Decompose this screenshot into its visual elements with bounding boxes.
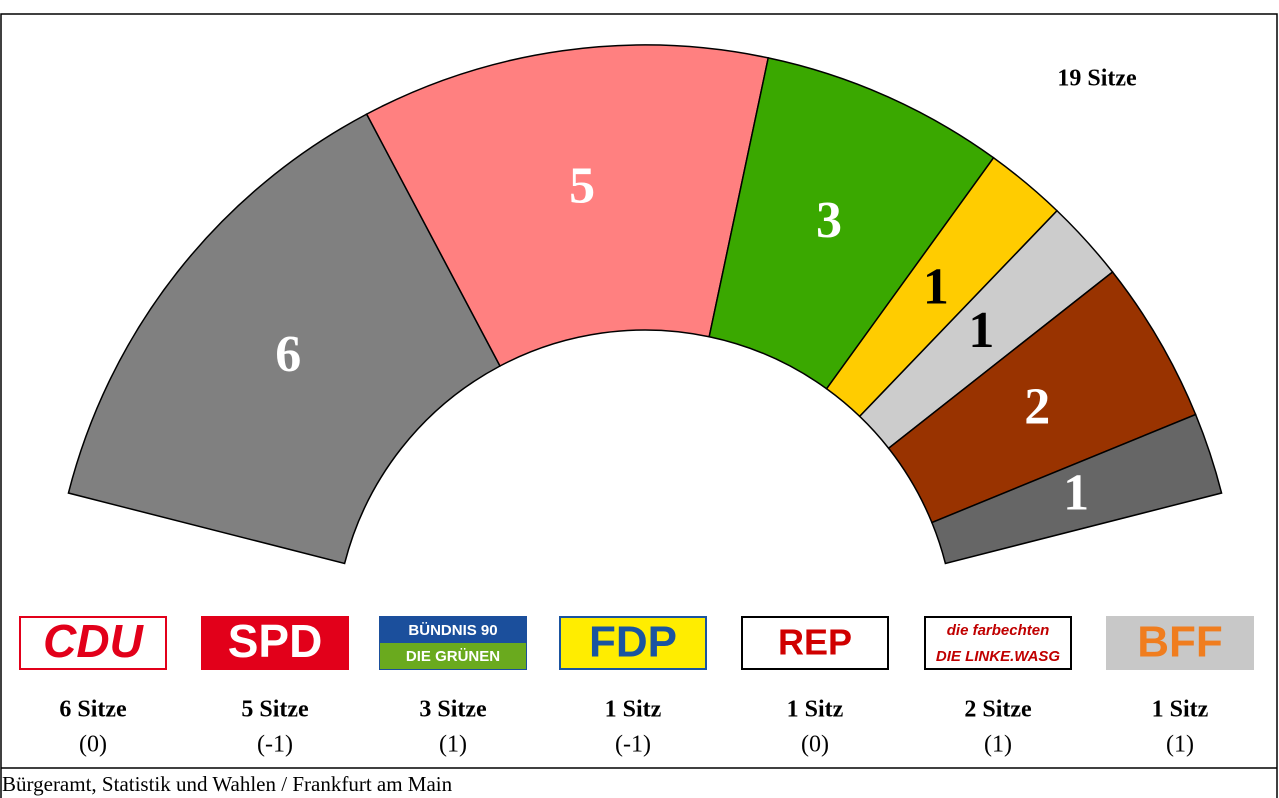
party-logo-text: BÜNDNIS 90 — [408, 622, 497, 639]
legend-change: (1) — [1166, 732, 1194, 758]
legend-change: (-1) — [257, 732, 293, 758]
seat-segment — [365, 44, 770, 368]
party-logo-text: SPD — [228, 615, 323, 667]
party-logo-text: CDU — [43, 615, 144, 667]
party-logo — [1106, 616, 1254, 670]
segment-label: 3 — [816, 192, 842, 249]
legend-change: (-1) — [615, 732, 651, 758]
frame — [0, 13, 1278, 798]
party-logo-text: BFF — [1137, 618, 1223, 667]
party-logo — [559, 616, 707, 670]
segment-label: 5 — [569, 157, 595, 214]
source: Bürgeramt, Statistik und Wahlen / Frankf… — [2, 772, 453, 796]
party-logo-text: die farbechten — [947, 622, 1050, 639]
legend-change: (0) — [801, 732, 829, 758]
legend-seats: 1 Sitz — [605, 697, 662, 723]
segment-label: 6 — [275, 326, 301, 383]
chart-title: 19 Sitze — [1057, 66, 1137, 92]
segment-label: 1 — [968, 302, 994, 359]
legend-seats: 6 Sitze — [59, 697, 127, 723]
seat-segment — [930, 413, 1223, 565]
party-logo — [201, 616, 349, 670]
legend-seats: 1 Sitz — [1152, 697, 1209, 723]
legend-change: (0) — [79, 732, 107, 758]
segment-label: 2 — [1024, 378, 1050, 435]
legend-change: (1) — [439, 732, 467, 758]
party-logo-text: DIE GRÜNEN — [406, 648, 500, 665]
party-logo — [741, 616, 889, 670]
party-logo-band — [380, 643, 526, 669]
party-logo-text: REP — [778, 622, 852, 663]
legend-seats: 1 Sitz — [787, 697, 844, 723]
legend-seats: 5 Sitze — [241, 697, 309, 723]
seat-segment — [67, 113, 502, 565]
party-logo-text: DIE LINKE.WASG — [936, 648, 1061, 665]
party-logo — [19, 616, 167, 670]
legend-seats: 3 Sitze — [419, 697, 487, 723]
legend-change: (1) — [984, 732, 1012, 758]
segment-label: 1 — [1063, 465, 1089, 522]
legend-seats: 2 Sitze — [964, 697, 1032, 723]
segment-label: 1 — [923, 258, 949, 315]
party-logo-text: FDP — [589, 618, 677, 667]
party-logo — [924, 616, 1072, 670]
